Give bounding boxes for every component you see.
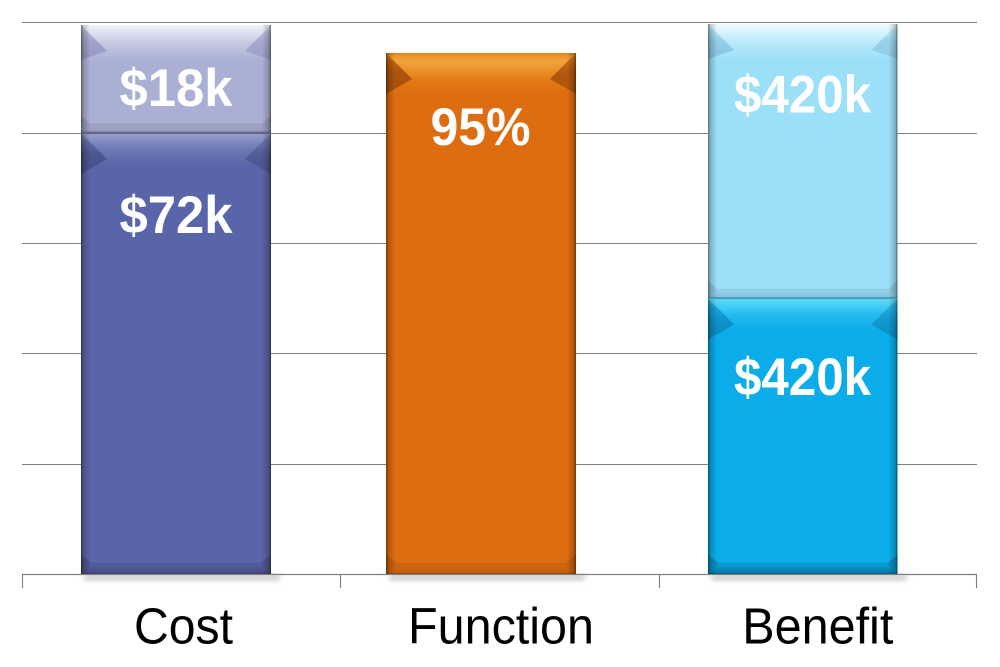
svg-text:$72k: $72k [120,186,234,245]
svg-text:95%: 95% [431,98,531,157]
svg-text:$420k: $420k [734,348,871,407]
svg-text:Benefit: Benefit [742,598,893,655]
svg-text:$18k: $18k [120,59,234,118]
svg-text:Cost: Cost [134,598,233,655]
svg-text:$420k: $420k [734,66,871,125]
svg-text:Function: Function [408,598,594,655]
